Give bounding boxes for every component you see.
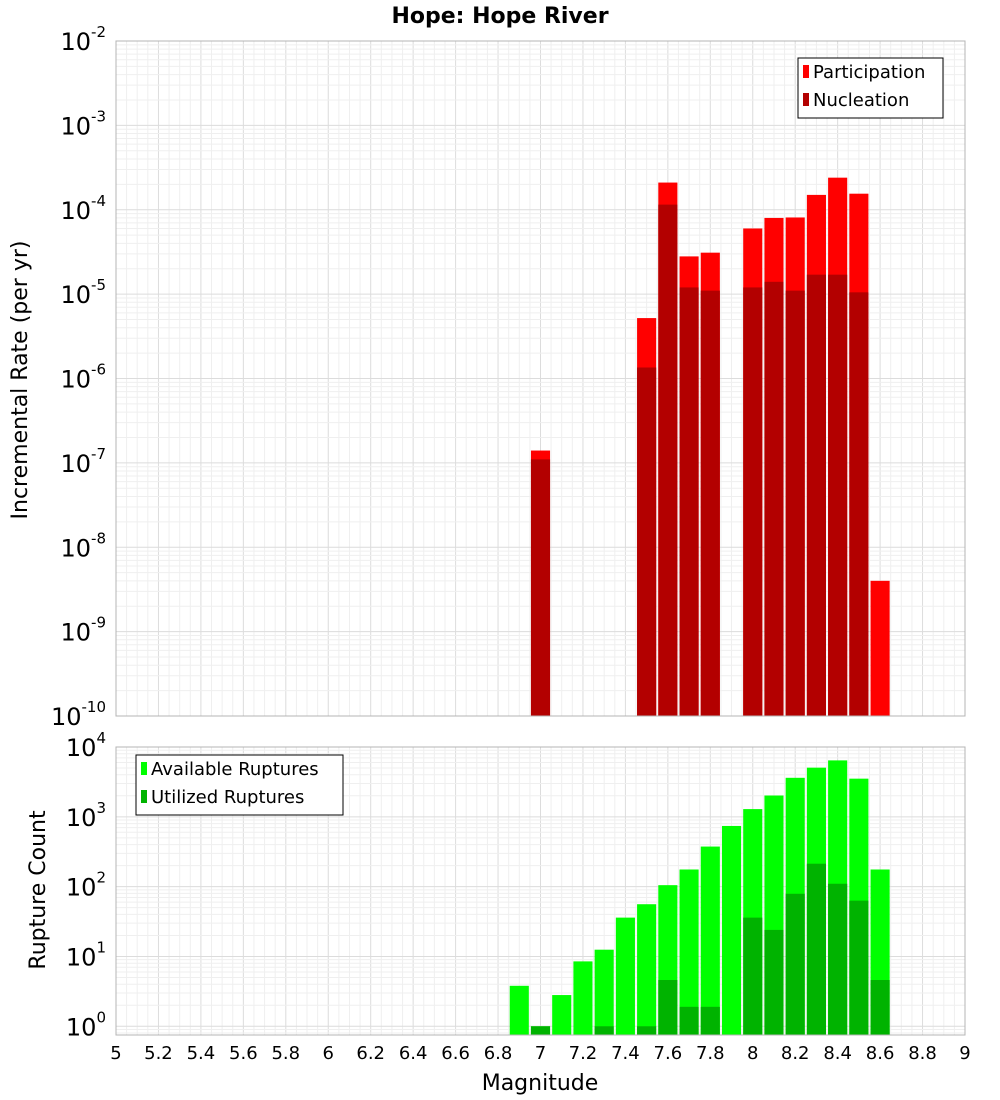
y-tick-label: 10-5	[60, 276, 106, 309]
bottom-y-axis-label: Rupture Count	[26, 810, 51, 970]
y-tick-label: 10-10	[51, 698, 106, 731]
rate-panel: 10-10 10-9 10-8 10-7 10-6 10-5 10-4 10-3 10-2 Par…	[51, 23, 966, 731]
y-tick-label: 101	[66, 938, 106, 971]
utilized-ruptures-bar	[849, 900, 869, 1035]
nucleation-bar	[785, 290, 805, 716]
nucleation-bar	[530, 459, 551, 716]
plot-frame	[115, 40, 966, 717]
x-tick-label: 7.6	[654, 1043, 683, 1064]
utilized-ruptures-bar	[828, 883, 848, 1035]
available-ruptures-bar	[594, 949, 614, 1035]
utilized-ruptures-bar	[700, 1006, 720, 1035]
available-ruptures-bar	[615, 917, 635, 1035]
legend-box	[135, 754, 344, 816]
x-tick-label: 5	[110, 1043, 121, 1064]
y-tick-label: 103	[66, 799, 106, 832]
available-ruptures-bar	[573, 961, 593, 1035]
y-tick-label: 102	[66, 869, 106, 902]
y-tick-label: 104	[66, 729, 106, 762]
y-tick-label: 10-9	[60, 614, 106, 647]
x-tick-label: 6	[323, 1043, 334, 1064]
participation-bar	[870, 580, 890, 716]
x-tick-label: 6.8	[484, 1043, 513, 1064]
x-tick-label: 8.4	[823, 1043, 852, 1064]
available-ruptures-bar	[679, 869, 699, 1035]
x-tick-label: 5.8	[271, 1043, 300, 1064]
legend-label: Participation	[813, 62, 925, 83]
x-tick-label: 7.8	[696, 1043, 725, 1064]
legend-label: Available Ruptures	[151, 759, 319, 780]
available-ruptures-bar	[552, 995, 572, 1035]
y-tick-label: 10-7	[60, 445, 106, 478]
available-ruptures-bar	[637, 904, 657, 1035]
utilized-ruptures-bar	[658, 980, 678, 1035]
nucleation-bar	[764, 281, 784, 716]
nucleation-bar	[658, 204, 678, 717]
utilized-ruptures-bar	[785, 893, 805, 1035]
x-axis-label: Magnitude	[482, 1071, 599, 1096]
y-tick-label: 100	[66, 1008, 106, 1041]
legend-swatch	[141, 762, 147, 775]
x-tick-label: 6.6	[441, 1043, 470, 1064]
x-tick-label: 7.4	[611, 1043, 640, 1064]
legend-swatch	[803, 93, 809, 106]
nucleation-bar	[700, 290, 720, 716]
x-tick-label: 7.2	[569, 1043, 598, 1064]
nucleation-bar	[637, 367, 657, 716]
legend-label: Nucleation	[813, 90, 909, 111]
utilized-ruptures-bar	[637, 1026, 657, 1035]
rupture-count-panel: 100 101 102 103 104 Available Ruptures Utilize…	[66, 729, 971, 1064]
y-tick-label: 10-3	[60, 107, 106, 140]
utilized-ruptures-bar	[530, 1026, 551, 1035]
x-tick-label: 8	[747, 1043, 758, 1064]
y-tick-label: 10-4	[60, 192, 106, 225]
utilized-ruptures-bar	[594, 1026, 614, 1035]
x-tick-label: 9	[959, 1043, 970, 1064]
x-tick-label: 5.6	[229, 1043, 258, 1064]
nucleation-bar	[849, 292, 869, 716]
legend-label: Utilized Ruptures	[151, 787, 304, 808]
x-tick-label: 6.4	[399, 1043, 428, 1064]
available-ruptures-bar	[700, 846, 720, 1035]
top-y-axis-label: Incremental Rate (per yr)	[8, 241, 33, 520]
x-tick-label: 8.6	[866, 1043, 895, 1064]
x-tick-label: 8.2	[781, 1043, 810, 1064]
y-tick-label: 10-6	[60, 361, 106, 394]
nucleation-bar	[806, 274, 826, 716]
legend-swatch	[803, 65, 809, 78]
available-ruptures-bar	[721, 825, 742, 1035]
available-ruptures-bar	[509, 985, 529, 1035]
utilized-ruptures-bar	[870, 980, 890, 1035]
legend-swatch	[141, 790, 147, 803]
nucleation-bar	[743, 287, 763, 716]
x-tick-label: 8.8	[908, 1043, 937, 1064]
x-tick-label: 5.2	[144, 1043, 173, 1064]
x-tick-label: 5.4	[187, 1043, 216, 1064]
legend-box	[797, 57, 944, 119]
plot-frame	[115, 746, 966, 1036]
y-tick-label: 10-8	[60, 529, 106, 562]
x-tick-label: 7	[535, 1043, 546, 1064]
utilized-ruptures-bar	[679, 1006, 699, 1035]
nucleation-bar	[828, 274, 848, 716]
utilized-ruptures-bar	[806, 863, 826, 1035]
nucleation-bar	[679, 287, 699, 716]
x-tick-label: 6.2	[356, 1043, 385, 1064]
chart-title: Hope: Hope River	[391, 4, 608, 29]
utilized-ruptures-bar	[764, 929, 784, 1035]
y-tick-label: 10-2	[60, 23, 106, 56]
utilized-ruptures-bar	[743, 917, 763, 1035]
